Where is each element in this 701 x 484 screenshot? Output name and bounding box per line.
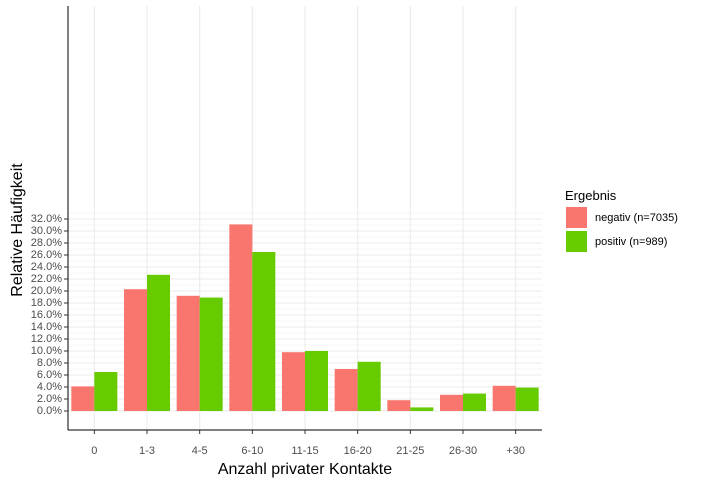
y-tick-label: 16.0% [31, 309, 62, 321]
bar-negativ-11-15 [282, 352, 305, 411]
y-tick-label: 12.0% [31, 333, 62, 345]
bar-negativ-0 [71, 386, 95, 411]
bar-positiv-+30 [515, 387, 539, 411]
y-tick-label: 20.0% [31, 285, 62, 297]
y-tick-label: 24.0% [31, 261, 62, 273]
bar-negativ-+30 [492, 385, 516, 411]
legend: Ergebnis negativ (n=7035) positiv (n=989) [565, 188, 678, 252]
bar-positiv-1-3 [147, 274, 170, 411]
x-axis-title: Anzahl privater Kontakte [218, 461, 392, 478]
bar-positiv-4-5 [199, 297, 223, 411]
y-tick-label: 18.0% [31, 297, 62, 309]
y-tick-label: 8.0% [37, 357, 62, 369]
x-tick-label: 21-25 [396, 445, 424, 457]
x-tick-label: 4-5 [192, 445, 208, 457]
x-tick-label: 26-30 [449, 445, 477, 457]
bar-negativ-21-25 [387, 400, 411, 411]
legend-key-0 [566, 207, 587, 228]
bar-positiv-26-30 [463, 393, 486, 411]
bar-negativ-6-10 [229, 224, 253, 411]
bar-negativ-1-3 [124, 289, 147, 411]
bars [71, 224, 539, 411]
legend-title: Ergebnis [565, 188, 617, 203]
legend-key-1 [566, 231, 587, 252]
x-tick-label: 1-3 [139, 445, 155, 457]
bar-positiv-0 [94, 372, 118, 411]
y-tick-label: 6.0% [37, 369, 62, 381]
bar-positiv-16-20 [357, 361, 381, 411]
y-tick-label: 28.0% [31, 237, 62, 249]
x-tick-labels: 0 1-3 4-5 6-10 11-15 16-20 21-25 26-30 +30 [91, 430, 525, 457]
y-tick-label: 2.0% [37, 393, 62, 405]
y-tick-label: 4.0% [37, 381, 62, 393]
x-tick-label: 16-20 [344, 445, 372, 457]
bar-negativ-16-20 [334, 369, 358, 411]
x-tick-label: +30 [506, 445, 525, 457]
y-tick-label: 14.0% [31, 321, 62, 333]
bar-positiv-11-15 [305, 351, 328, 411]
bar-positiv-21-25 [410, 407, 434, 411]
y-tick-label: 26.0% [31, 249, 62, 261]
bar-negativ-26-30 [440, 394, 463, 411]
y-tick-labels: 0.0%2.0%4.0%6.0%8.0%10.0%12.0%14.0%16.0%… [31, 213, 68, 417]
x-tick-label: 11-15 [291, 445, 318, 457]
x-tick-label: 0 [91, 445, 97, 457]
bar-negativ-4-5 [176, 295, 200, 411]
x-tick-label: 6-10 [241, 445, 263, 457]
y-tick-label: 22.0% [31, 273, 62, 285]
y-tick-label: 32.0% [31, 213, 62, 225]
legend-label-1: positiv (n=989) [595, 236, 667, 248]
y-axis-title: Relative Häufigkeit [9, 163, 26, 297]
y-tick-label: 10.0% [31, 345, 62, 357]
bar-positiv-6-10 [252, 252, 276, 411]
y-tick-label: 0.0% [37, 405, 62, 417]
y-tick-label: 30.0% [31, 225, 62, 237]
legend-label-0: negativ (n=7035) [595, 212, 678, 224]
